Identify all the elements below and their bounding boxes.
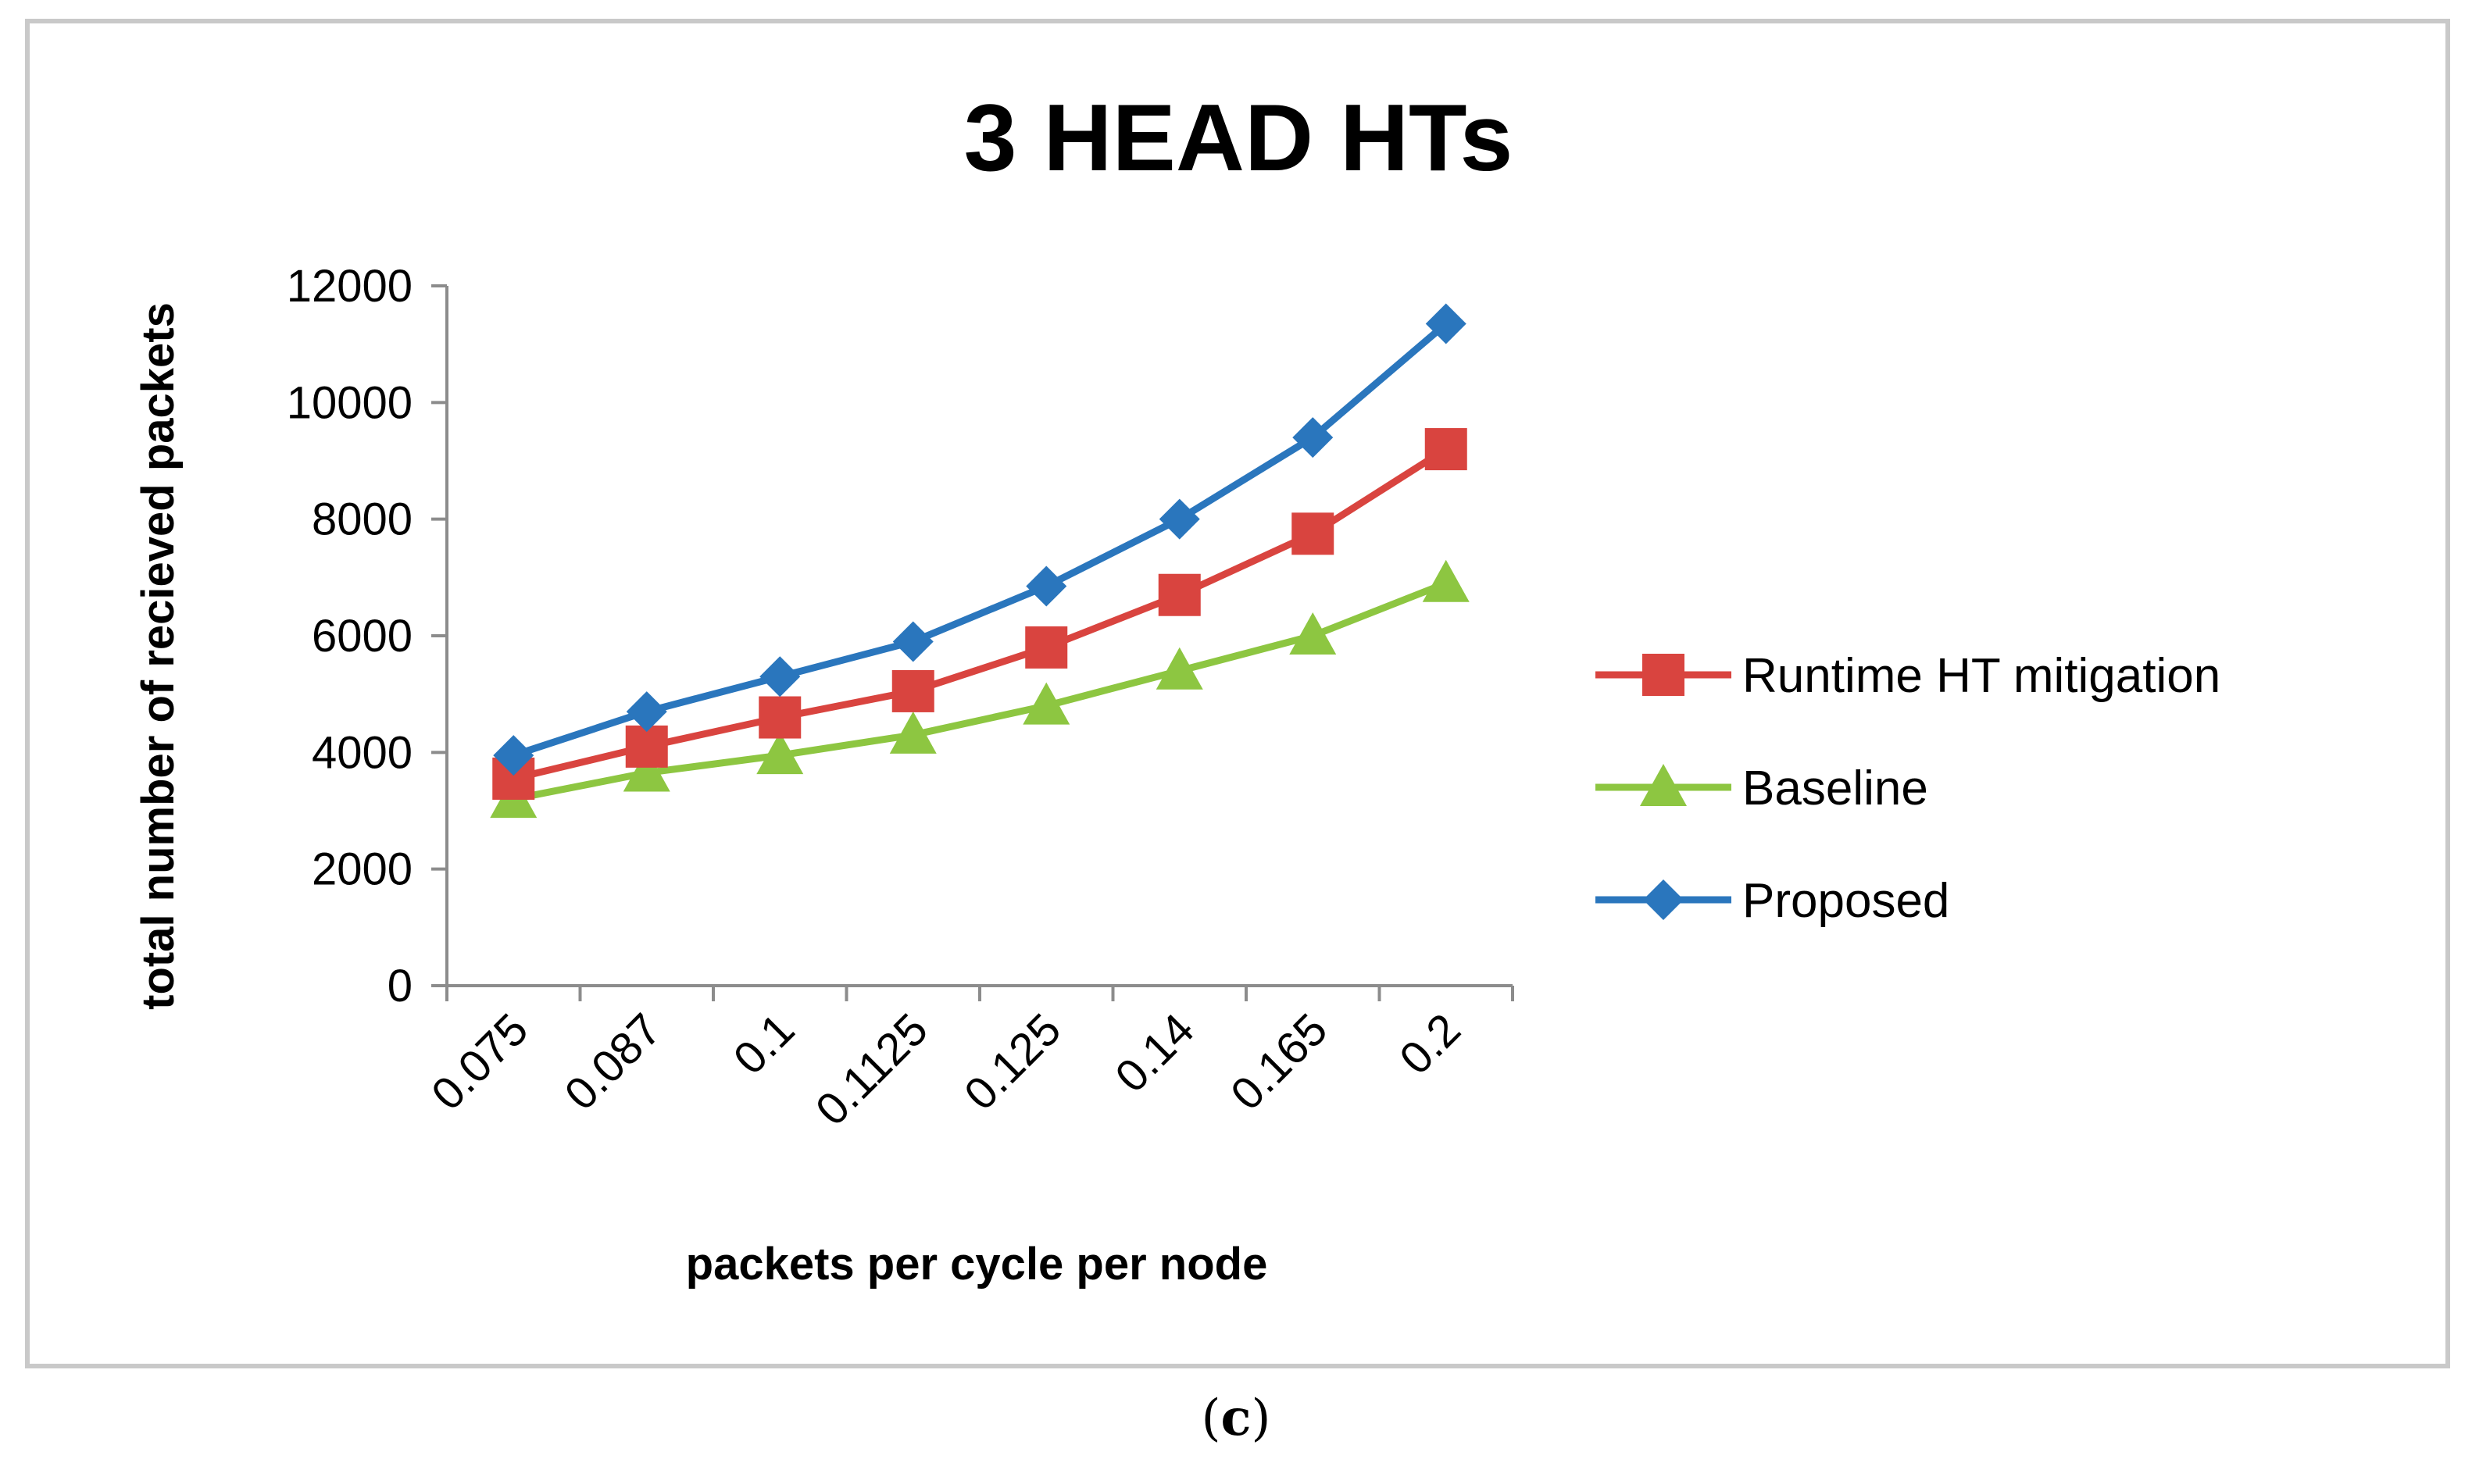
- data-point: [759, 656, 801, 697]
- data-point: [623, 749, 670, 792]
- series-line: [512, 321, 1449, 759]
- data-point: [626, 691, 667, 733]
- figure-caption: (c): [0, 1389, 2472, 1447]
- series-line: [513, 446, 1449, 783]
- data-point: [1158, 573, 1201, 616]
- legend-marker: [1642, 654, 1684, 696]
- x-tick-label: 0.14: [1106, 1004, 1204, 1102]
- series-line: [513, 580, 1448, 803]
- x-tick-label: 0.1: [723, 1004, 804, 1084]
- y-tick-label: 12000: [287, 261, 413, 312]
- data-point: [892, 621, 934, 662]
- legend-entry: Proposed: [1595, 874, 1949, 928]
- legend-label: Baseline: [1742, 762, 1928, 815]
- legend-label: Runtime HT mitigation: [1742, 649, 2220, 703]
- caption-close: ): [1251, 1389, 1271, 1447]
- x-axis-label: packets per cycle per node: [686, 1239, 1268, 1290]
- x-tick-label: 0.075: [422, 1004, 538, 1120]
- x-tick-label: 0.125: [955, 1004, 1071, 1120]
- x-tick-label: 0.2: [1390, 1004, 1470, 1084]
- y-tick-label: 10000: [287, 377, 413, 428]
- legend-entry: Baseline: [1595, 762, 1928, 815]
- line-chart: 3 HEAD HTs total number of recieved pack…: [133, 84, 2220, 1290]
- data-point: [1291, 512, 1334, 555]
- data-point: [1422, 559, 1470, 602]
- data-point: [891, 669, 934, 712]
- legend-marker: [1643, 879, 1684, 920]
- caption-open: (: [1201, 1389, 1221, 1447]
- series-proposed: [493, 303, 1466, 776]
- y-tick-label: 8000: [312, 494, 413, 545]
- legend-label: Proposed: [1742, 874, 1949, 928]
- x-tick-label: 0.087: [555, 1004, 671, 1120]
- legend-marker: [1640, 764, 1687, 806]
- data-point: [1026, 565, 1067, 607]
- x-tick-label: 0.165: [1221, 1004, 1338, 1120]
- y-axis-label: total number of recieved packets: [133, 302, 184, 1010]
- data-point: [1424, 428, 1467, 471]
- data-point: [1023, 682, 1070, 725]
- y-tick-label: 4000: [312, 727, 413, 778]
- chart-frame: [25, 19, 2450, 1368]
- caption-letter: c: [1220, 1389, 1252, 1447]
- x-tick-label: 0.1125: [806, 1004, 938, 1135]
- y-tick-label: 2000: [312, 844, 413, 895]
- data-point: [759, 696, 802, 739]
- data-point: [1425, 303, 1466, 344]
- chart-title: 3 HEAD HTs: [964, 84, 1513, 191]
- series-baseline: [490, 559, 1470, 819]
- y-tick-label: 6000: [312, 611, 413, 662]
- data-point: [1292, 417, 1334, 458]
- data-point: [493, 735, 534, 776]
- y-tick-label: 0: [388, 961, 413, 1011]
- legend-entry: Runtime HT mitigation: [1595, 649, 2220, 703]
- data-point: [756, 732, 804, 775]
- data-point: [889, 711, 937, 754]
- data-point: [1159, 498, 1200, 540]
- data-point: [1156, 647, 1203, 690]
- data-point: [1289, 612, 1337, 655]
- data-point: [625, 725, 668, 768]
- series-runtime-ht-mitigation: [492, 428, 1467, 800]
- data-point: [1025, 626, 1068, 669]
